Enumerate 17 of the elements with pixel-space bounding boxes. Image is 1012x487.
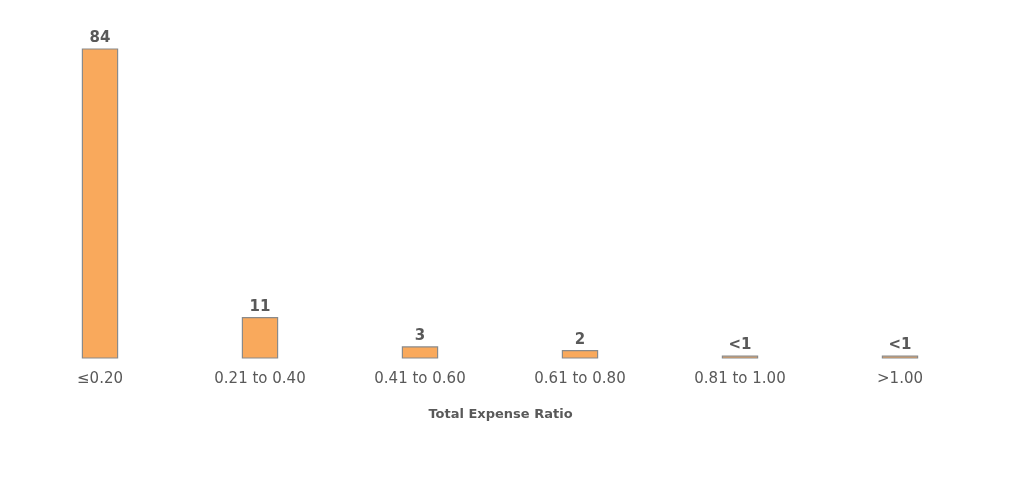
x-tick-label: 0.61 to 0.80 — [534, 368, 626, 387]
data-label: <1 — [728, 335, 752, 354]
data-label: <1 — [888, 335, 912, 354]
x-tick-label: 0.41 to 0.60 — [374, 368, 466, 387]
data-label: 3 — [414, 325, 426, 344]
x-tick-label: >1.00 — [877, 368, 923, 387]
x-tick-label: 0.81 to 1.00 — [694, 368, 786, 387]
data-label: 11 — [249, 296, 271, 315]
data-label: 2 — [574, 329, 586, 348]
bar — [401, 346, 439, 359]
x-tick-label: ≤0.20 — [77, 368, 123, 387]
bar — [81, 48, 119, 359]
bar — [561, 350, 599, 359]
bar — [241, 316, 279, 359]
x-axis-title: Total Expense Ratio — [428, 405, 573, 421]
x-tick-label: 0.21 to 0.40 — [214, 368, 306, 387]
data-label: 84 — [89, 28, 111, 46]
